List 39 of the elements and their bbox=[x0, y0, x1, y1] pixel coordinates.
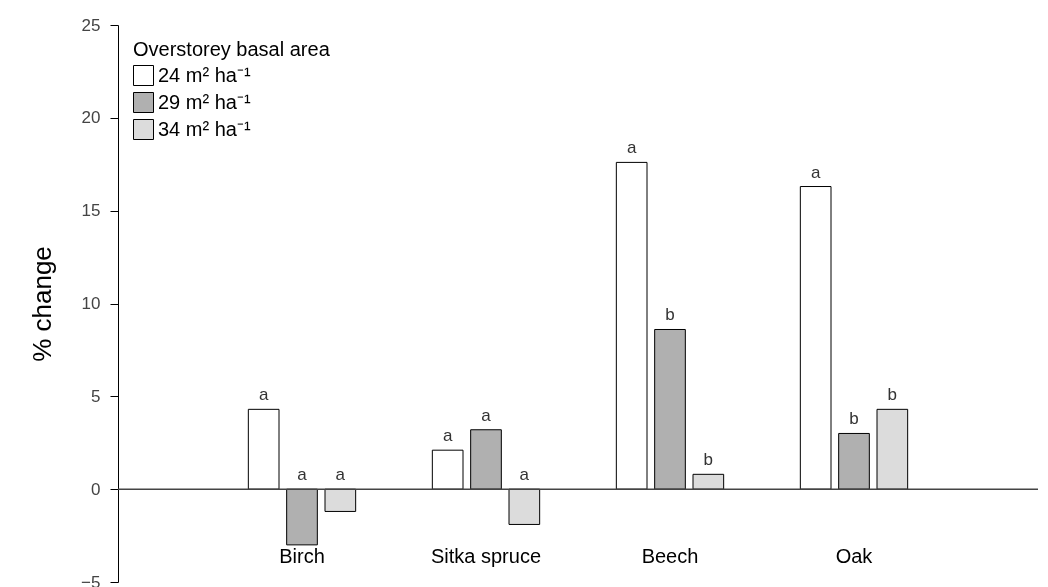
data-label: a bbox=[335, 465, 346, 485]
bar bbox=[324, 488, 357, 512]
y-tick-label: 25 bbox=[81, 15, 101, 35]
y-tick-label: 15 bbox=[81, 201, 101, 221]
bar bbox=[654, 328, 686, 490]
legend-label: 29 m² ha⁻¹ bbox=[158, 90, 251, 113]
x-tick-label: Oak bbox=[835, 544, 874, 567]
data-label: a bbox=[626, 138, 637, 158]
data-label: a bbox=[297, 465, 308, 485]
data-label: a bbox=[810, 162, 821, 182]
y-tick-label: −5 bbox=[81, 572, 101, 587]
data-label: a bbox=[442, 426, 453, 446]
data-label: b bbox=[665, 305, 675, 325]
bar bbox=[508, 488, 541, 525]
bar bbox=[431, 449, 464, 490]
data-label: b bbox=[849, 409, 859, 429]
x-tick-label: Sitka spruce bbox=[430, 544, 542, 567]
data-label: b bbox=[703, 450, 714, 470]
y-axis-title: % change bbox=[27, 246, 58, 362]
bar bbox=[615, 161, 648, 490]
y-tick-label: 0 bbox=[91, 479, 101, 499]
bar bbox=[838, 432, 870, 490]
y-tick-label: 10 bbox=[81, 294, 101, 313]
data-label: a bbox=[258, 385, 269, 405]
bar bbox=[247, 408, 280, 490]
data-label: b bbox=[887, 385, 898, 405]
data-label: a bbox=[481, 405, 492, 425]
legend-label: 34 m² ha⁻¹ bbox=[158, 117, 251, 140]
y-tick-label: 5 bbox=[91, 386, 101, 406]
bar bbox=[799, 186, 832, 490]
x-tick-label: Beech bbox=[641, 544, 699, 567]
legend-label: 24 m² ha⁻¹ bbox=[158, 63, 251, 86]
y-tick-label: 20 bbox=[81, 108, 101, 128]
x-tick-label: Birch bbox=[279, 544, 325, 567]
bar bbox=[470, 429, 502, 490]
bar bbox=[286, 488, 318, 546]
legend-title: Overstorey basal area bbox=[133, 38, 331, 60]
bar bbox=[876, 408, 909, 490]
data-label: a bbox=[519, 465, 530, 485]
